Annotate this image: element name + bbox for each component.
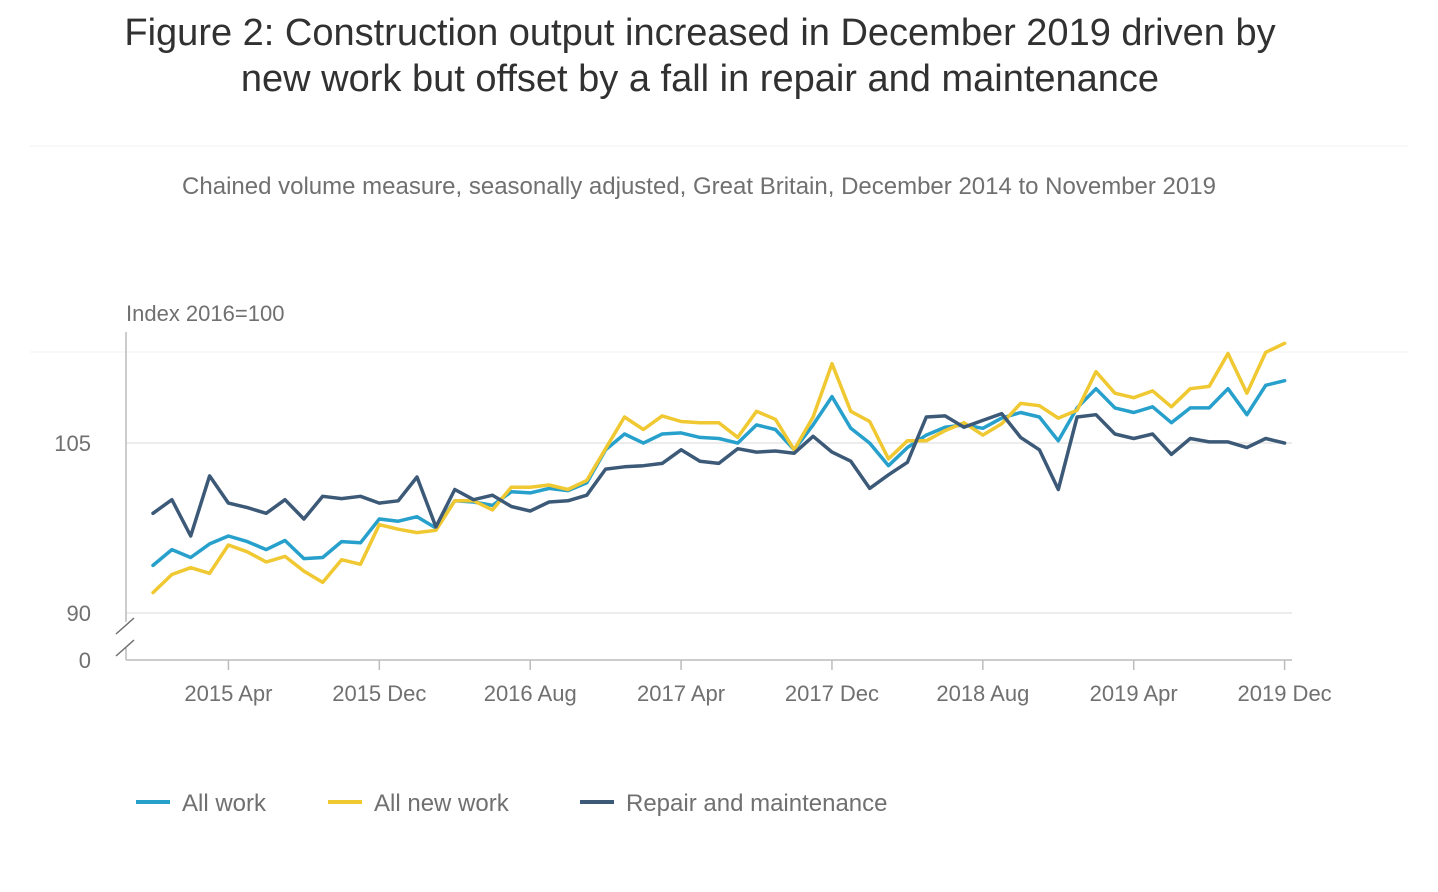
x-tick-label: 2019 Apr (1090, 681, 1178, 706)
series-line-repair-and-maintenance (151, 411, 1287, 538)
legend-label-all-new-work: All new work (374, 790, 510, 817)
axis-break-mark (115, 617, 135, 635)
x-tick-label: 2015 Dec (332, 681, 426, 706)
axes: 0 90 105 2015 Apr 2015 Dec 2016 Aug 2017 Apr 20… (54, 332, 1332, 706)
y-tick-label: 105 (54, 431, 91, 456)
y-tick-label: 90 (67, 601, 91, 626)
y-axis-label: Index 2016=100 (126, 301, 284, 326)
x-tick-label: 2019 Dec (1238, 681, 1332, 706)
legend-label-all-work: All work (182, 790, 267, 817)
x-tick-label: 2018 Aug (936, 681, 1029, 706)
x-tick-label: 2017 Apr (637, 681, 725, 706)
x-tick-label: 2016 Aug (484, 681, 577, 706)
series-lines (151, 341, 1287, 595)
gridlines (126, 442, 1292, 614)
chart-subtitle: Chained volume measure, seasonally adjus… (182, 173, 1216, 200)
axis-break-mark (115, 639, 135, 657)
x-tick-label: 2017 Dec (785, 681, 879, 706)
legend: All work All new work Repair and maintenan… (136, 790, 888, 817)
chart-title: Figure 2: Construction output increased … (124, 12, 1276, 100)
x-tick-label: 2015 Apr (184, 681, 272, 706)
legend-label-repair-and-maintenance: Repair and maintenance (626, 790, 888, 817)
series-line-all-work (151, 378, 1287, 568)
y-tick-label: 0 (79, 648, 91, 673)
series-line-all-new-work (151, 341, 1287, 595)
